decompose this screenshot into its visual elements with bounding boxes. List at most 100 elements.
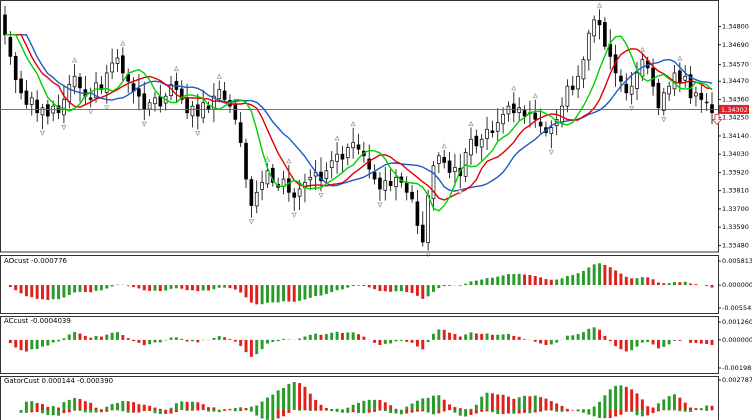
- fractal-up-arrow: [350, 120, 356, 127]
- gator-lips-line: [5, 34, 713, 212]
- fractal-up-arrow: [264, 156, 271, 162]
- candle: [238, 112, 243, 147]
- candle-body: [586, 32, 591, 61]
- candle: [104, 64, 109, 104]
- candle: [35, 90, 39, 122]
- candle: [576, 65, 580, 98]
- candle: [8, 31, 13, 65]
- sell-signal-arrow-icon: [711, 113, 723, 126]
- accust-tick-label: -0.0019830: [722, 364, 752, 372]
- price-tick-label: 1.34690: [722, 41, 749, 49]
- price-frame: [0, 0, 719, 253]
- candle-body: [345, 147, 350, 159]
- candle: [83, 76, 88, 105]
- fractal-up-arrow: [639, 46, 646, 52]
- candle: [619, 69, 623, 92]
- candle: [185, 83, 189, 120]
- fractal-down-arrow: [629, 106, 635, 112]
- candle-body: [656, 82, 661, 109]
- candle-body: [78, 76, 82, 89]
- accust-frame: [0, 316, 719, 374]
- candle: [24, 80, 29, 109]
- candle: [597, 9, 602, 40]
- candle-body: [437, 155, 441, 164]
- candle: [495, 108, 500, 142]
- fractal-down-arrow: [195, 131, 201, 137]
- candle-body: [142, 93, 147, 110]
- candle: [479, 134, 484, 162]
- fractal-up-arrow: [596, 2, 603, 8]
- candle: [372, 164, 377, 185]
- candle: [254, 180, 259, 214]
- accust-panel: 0.0012602 0.0000000 -0.0019830: [0, 316, 752, 374]
- candle-body: [570, 85, 575, 90]
- price-tick-label: 1.34360: [722, 95, 749, 103]
- candle: [490, 120, 495, 138]
- candle-body: [8, 37, 13, 57]
- fractal-down-arrow: [457, 189, 463, 196]
- candle-body: [453, 167, 457, 172]
- gatorcust-tick-label: 0.002787: [722, 376, 752, 384]
- candle: [292, 188, 297, 212]
- current-price-tag: [719, 104, 749, 114]
- aocust-frame: [0, 255, 719, 314]
- candle: [137, 74, 141, 111]
- candle-body: [394, 177, 398, 188]
- price-panel: 1.34800 1.34690 1.34570 1.34470 1.34360 1.342…: [0, 0, 749, 258]
- candle: [512, 92, 516, 123]
- candle-body: [372, 171, 377, 180]
- candle: [345, 143, 350, 166]
- candle: [29, 91, 34, 116]
- candle-body: [367, 158, 372, 170]
- candle-body: [153, 97, 157, 105]
- candle-body: [565, 85, 570, 107]
- candle: [431, 160, 436, 211]
- gatorcust-title: GatorCust 0.000144 -0.000390: [4, 377, 113, 385]
- candle-body: [308, 177, 313, 181]
- candle: [356, 133, 361, 155]
- candle: [217, 80, 222, 103]
- candle: [522, 105, 527, 124]
- price-tick-label: 1.33920: [722, 168, 749, 176]
- candle: [3, 5, 7, 45]
- candle-body: [297, 188, 302, 197]
- candle: [453, 153, 457, 186]
- fractal-down-arrow: [425, 252, 431, 258]
- aocust-title: AOcust -0.000776: [4, 257, 68, 265]
- candle-body: [501, 114, 505, 125]
- candle-body: [431, 165, 436, 200]
- candle-body: [222, 90, 227, 100]
- candle: [142, 81, 147, 121]
- candle-body: [13, 55, 18, 80]
- candle-body: [629, 85, 634, 95]
- candle-body: [206, 105, 211, 110]
- candle-body: [603, 22, 607, 47]
- candle-body: [538, 121, 543, 127]
- candle-body: [378, 177, 382, 190]
- candle-body: [217, 89, 222, 99]
- candle: [581, 56, 586, 88]
- candle-body: [340, 153, 345, 160]
- candle: [704, 93, 709, 111]
- candle-body: [24, 90, 29, 105]
- candle: [335, 142, 339, 174]
- candle-body: [29, 97, 34, 105]
- candle-body: [190, 105, 195, 117]
- fractal-up-arrow: [216, 73, 222, 79]
- price-tick-label: 1.34030: [722, 150, 749, 158]
- candle-body: [238, 122, 243, 143]
- price-tick-label: 1.34250: [722, 114, 749, 122]
- candle: [608, 29, 613, 70]
- candle-body: [195, 104, 200, 117]
- candle-body: [62, 99, 66, 116]
- candle: [270, 163, 275, 187]
- candle-body: [683, 75, 688, 81]
- candle-body: [292, 192, 297, 198]
- fractal-down-arrow: [39, 130, 46, 136]
- candle: [501, 107, 505, 134]
- candle-body: [40, 107, 45, 116]
- price-tick-label: 1.33810: [722, 187, 749, 195]
- candle-body: [329, 160, 334, 168]
- fractal-down-arrow: [291, 212, 297, 218]
